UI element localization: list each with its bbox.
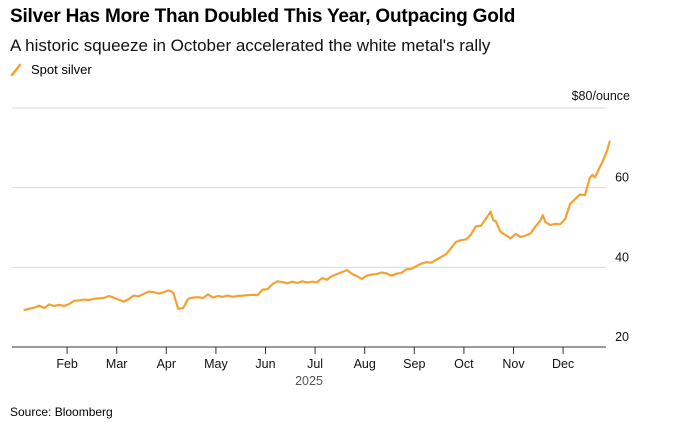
x-tick-label-oct: Oct: [454, 357, 474, 371]
x-axis-year-label: 2025: [295, 374, 323, 388]
legend-swatch-spot-silver: [10, 63, 22, 76]
chart-legend: Spot silver: [10, 62, 92, 77]
y-tick-label-20: 20: [615, 330, 629, 344]
x-tick-label-nov: Nov: [502, 357, 525, 371]
y-tick-label-40: 40: [615, 250, 629, 264]
x-tick-label-feb: Feb: [56, 357, 78, 371]
x-tick-label-aug: Aug: [354, 357, 376, 371]
legend-label-spot-silver: Spot silver: [31, 62, 92, 77]
chart-subtitle: A historic squeeze in October accelerate…: [10, 36, 491, 55]
x-tick-label-sep: Sep: [403, 357, 425, 371]
source-note: Source: Bloomberg: [10, 405, 113, 419]
x-tick-label-may: May: [204, 357, 228, 371]
y-tick-label-60: 60: [615, 171, 629, 185]
chart-title: Silver Has More Than Doubled This Year, …: [10, 6, 516, 27]
x-tick-label-jun: Jun: [255, 357, 275, 371]
y-axis-unit-label: $80/ounce: [572, 89, 630, 103]
x-tick-label-jul: Jul: [307, 357, 323, 371]
x-tick-label-dec: Dec: [552, 357, 574, 371]
series-line-spot-silver: [23, 140, 611, 312]
x-tick-label-apr: Apr: [157, 357, 176, 371]
x-tick-label-mar: Mar: [106, 357, 128, 371]
